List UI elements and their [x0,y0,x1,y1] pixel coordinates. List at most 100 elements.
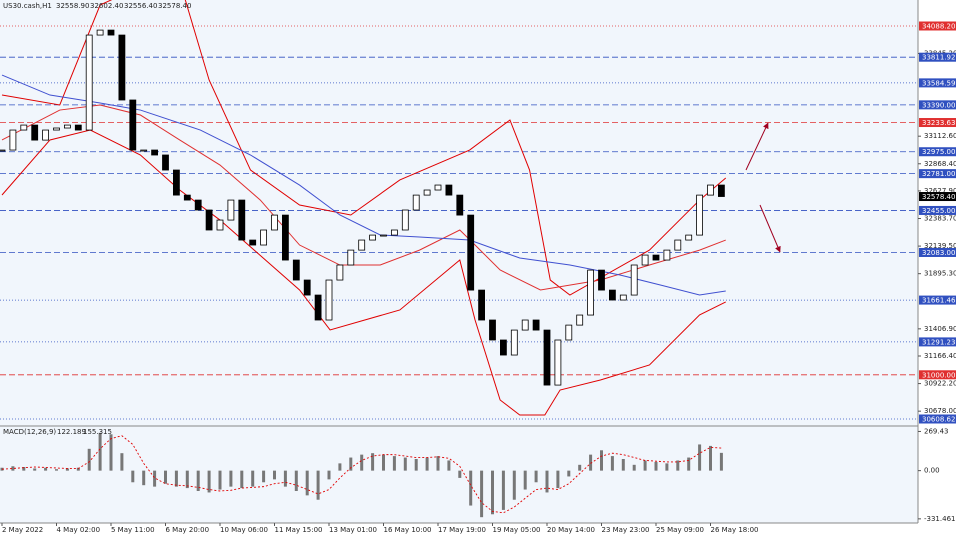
candle [118,34,126,101]
candle [380,234,387,237]
level-label: 32975.00 [922,148,955,156]
candle [641,254,649,266]
candle [489,319,496,341]
candle [478,289,486,321]
macd-bar [436,456,440,471]
macd-bar [534,470,538,483]
macd-bar [98,432,102,471]
macd-tick-label: 269.43 [924,427,949,435]
level-label-box [919,414,956,424]
macd-bar [174,470,178,487]
ohlc-close: 32578.40 [158,2,191,10]
macd-bar [480,470,484,518]
candle [238,199,246,241]
macd-bar [294,470,298,491]
macd-bar [600,450,603,471]
level-label: 33811.92 [922,54,955,62]
macd-bar [196,470,200,491]
x-tick-label: 5 May 11:00 [111,526,155,534]
macd-tick-label: 0.00 [924,467,940,475]
candle [576,314,584,326]
candle [107,29,115,36]
y-tick-label: 30922.20 [924,380,956,388]
candle [31,124,39,141]
macd-bar [469,470,473,506]
macd-bar [567,470,571,477]
macd-bar [545,470,549,493]
macd-value: 122.189 [57,428,86,436]
candle [674,239,682,251]
macd-bar [403,457,407,471]
level-label-box [919,247,956,257]
macd-bar [65,468,69,471]
level-label-box [919,100,956,110]
macd-bar [676,460,680,471]
level-label: 32083.00 [922,249,955,257]
y-tick-label: 31166.40 [924,352,956,360]
candle [227,199,235,221]
candle [53,127,60,131]
macd-bar [512,470,516,500]
candle [696,194,703,236]
macd-bar [283,470,287,487]
candle [314,294,322,321]
candle [707,184,714,196]
macd-bar [556,470,560,489]
macd-bar [501,470,505,510]
macd-signal-value: 155.315 [83,428,112,436]
macd-bar [458,470,462,478]
level-label-box [919,118,956,128]
macd-bar [578,464,582,471]
candle [74,124,82,131]
candle [162,154,169,171]
level-label-box [919,370,956,380]
level-label-box [919,337,956,347]
macd-bar [392,456,396,471]
x-tick-label: 26 May 18:00 [711,526,759,534]
candle [521,319,529,331]
candle [445,184,453,196]
level-label: 33584.59 [922,79,955,87]
plot-background [0,0,918,523]
y-tick-label: 32383.70 [924,215,956,223]
ohlc-open: 32558.90 [56,2,89,10]
macd-bar [109,434,113,471]
level-label: 32781.00 [922,170,955,178]
candle [358,239,366,251]
macd-bar [164,470,167,484]
macd-bar [621,459,625,471]
macd-bar [643,460,647,471]
candle [467,214,475,291]
candle [260,229,268,246]
candle [129,99,137,151]
level-label: 32455.00 [922,207,955,215]
candle [151,149,159,156]
level-label: 33233.63 [922,119,955,127]
candle [565,324,573,341]
macd-title: MACD(12,26,9) [3,428,56,436]
candle [347,249,355,266]
macd-bar [251,470,255,487]
candle [183,194,191,201]
macd-bar [305,470,309,496]
level-label: 31000.00 [922,371,955,379]
macd-bar [22,467,26,471]
macd-bar [632,464,636,471]
candle [194,199,202,211]
y-tick-label: 30678.00 [924,407,956,415]
candle [609,289,616,301]
candle [456,194,464,216]
x-tick-label: 25 May 09:00 [656,526,704,534]
candle [369,234,377,241]
y-tick-label: 33112.60 [924,132,956,140]
macd-bar [360,454,364,471]
macd-bar [523,470,527,490]
macd-bar [719,452,723,471]
macd-bar [349,457,353,471]
candle [172,169,180,196]
y-tick-label: 31895.30 [924,270,956,278]
candle [42,129,49,141]
candle [216,219,224,231]
level-label: 33390.00 [922,101,955,109]
